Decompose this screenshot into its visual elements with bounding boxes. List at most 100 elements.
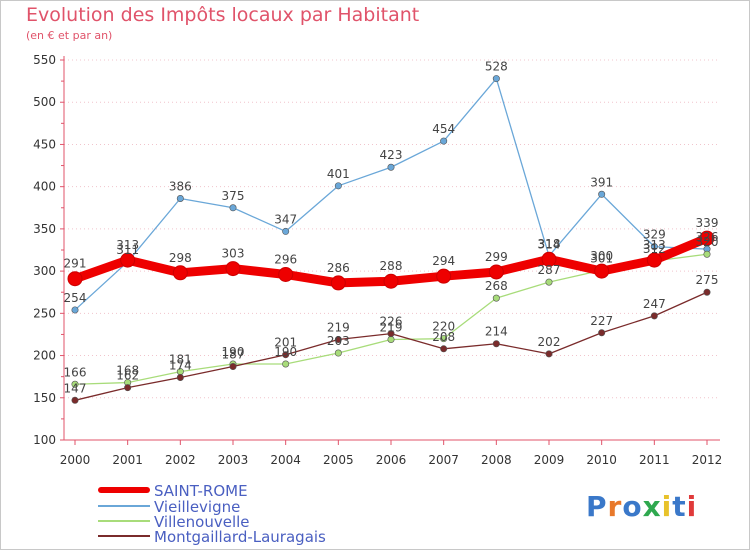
legend-item-saint-rome: SAINT-ROME: [98, 483, 498, 499]
data-point-villenouvelle: [71, 380, 79, 388]
data-label-montgaillard-lauragais: 174: [169, 359, 192, 373]
chart-title: Evolution des Impôts locaux par Habitant: [26, 4, 420, 26]
data-point-vieillevigne: [387, 163, 395, 171]
series-line-montgaillard-lauragais: [74, 291, 708, 401]
data-point-vieillevigne: [440, 137, 448, 145]
data-label-villenouvelle: 268: [485, 279, 508, 293]
data-point-vieillevigne: [71, 306, 79, 314]
data-label-villenouvelle: 190: [222, 345, 245, 359]
data-label-saint-rome: 288: [380, 259, 403, 273]
proxiti-logo-letter: t: [672, 490, 687, 523]
data-label-saint-rome: 313: [643, 238, 666, 252]
legend-label-saint-rome: SAINT-ROME: [154, 482, 248, 500]
data-point-montgaillard-lauragais: [703, 288, 711, 296]
x-tick-label: 2001: [112, 453, 143, 467]
y-tick-label: 250: [33, 306, 56, 320]
x-tick-label: 2000: [60, 453, 91, 467]
x-tick-label: 2010: [586, 453, 617, 467]
data-point-saint-rome: [330, 275, 346, 291]
data-point-montgaillard-lauragais: [282, 351, 290, 359]
data-label-saint-rome: 296: [274, 252, 297, 266]
x-tick-label: 2004: [270, 453, 301, 467]
data-label-saint-rome: 298: [169, 251, 192, 265]
data-point-villenouvelle: [387, 336, 395, 344]
y-tick-label: 550: [33, 53, 56, 67]
data-label-montgaillard-lauragais: 202: [538, 335, 561, 349]
data-label-vieillevigne: 375: [222, 189, 245, 203]
x-tick-label: 2008: [481, 453, 512, 467]
data-point-saint-rome: [278, 266, 294, 282]
data-label-montgaillard-lauragais: 162: [116, 369, 139, 383]
legend-label-montgaillard-lauragais: Montgaillard-Lauragais: [154, 528, 326, 546]
y-tick-label: 300: [33, 264, 56, 278]
chart-subtitle: (en € et par an): [26, 29, 113, 42]
legend-label-vieillevigne: Vieillevigne: [154, 498, 241, 516]
data-label-montgaillard-lauragais: 201: [274, 336, 297, 350]
data-point-montgaillard-lauragais: [545, 350, 553, 358]
data-label-saint-rome: 339: [696, 216, 719, 230]
data-label-vieillevigne: 454: [432, 122, 455, 136]
data-label-montgaillard-lauragais: 226: [380, 315, 403, 329]
proxiti-logo-letter: i: [661, 490, 673, 523]
data-label-villenouvelle: 168: [116, 364, 139, 378]
data-label-villenouvelle: 190: [274, 345, 297, 359]
x-tick-label: 2007: [428, 453, 459, 467]
y-tick-label: 400: [33, 180, 56, 194]
legend-swatch-villenouvelle: [98, 520, 150, 522]
data-point-vieillevigne: [176, 194, 184, 202]
data-point-saint-rome: [541, 251, 557, 267]
data-point-saint-rome: [383, 273, 399, 289]
x-tick-label: 2005: [323, 453, 354, 467]
data-point-villenouvelle: [492, 294, 500, 302]
data-point-montgaillard-lauragais: [650, 312, 658, 320]
data-point-saint-rome: [699, 230, 715, 246]
data-label-saint-rome: 314: [538, 237, 561, 251]
data-point-vieillevigne: [492, 75, 500, 83]
data-point-montgaillard-lauragais: [440, 345, 448, 353]
data-label-villenouvelle: 166: [64, 365, 87, 379]
x-tick-label: 2009: [534, 453, 565, 467]
y-tick-label: 150: [33, 391, 56, 405]
data-label-saint-rome: 291: [64, 257, 87, 271]
proxiti-logo-letter: x: [642, 490, 662, 523]
data-label-saint-rome: 300: [590, 249, 613, 263]
data-label-villenouvelle: 181: [169, 353, 192, 367]
data-label-montgaillard-lauragais: 187: [222, 348, 245, 362]
data-label-vieillevigne: 254: [64, 291, 87, 305]
legend-swatch-montgaillard-lauragais: [98, 535, 150, 537]
data-point-villenouvelle: [440, 335, 448, 343]
data-label-villenouvelle: 219: [380, 321, 403, 335]
data-label-montgaillard-lauragais: 227: [590, 314, 613, 328]
data-label-villenouvelle: 320: [696, 235, 719, 249]
data-point-villenouvelle: [703, 250, 711, 258]
data-point-saint-rome: [67, 271, 83, 287]
data-point-vieillevigne: [282, 227, 290, 235]
x-tick-label: 2003: [218, 453, 249, 467]
y-tick-label: 450: [33, 137, 56, 151]
data-label-montgaillard-lauragais: 147: [64, 381, 87, 395]
y-tick-label: 100: [33, 433, 56, 447]
legend-item-vieillevigne: Vieillevigne: [98, 499, 498, 515]
data-label-villenouvelle: 287: [538, 263, 561, 277]
data-label-saint-rome: 313: [116, 238, 139, 252]
data-label-vieillevigne: 318: [538, 237, 561, 251]
data-point-saint-rome: [488, 264, 504, 280]
legend-swatch-vieillevigne: [98, 505, 150, 507]
data-label-vieillevigne: 528: [485, 60, 508, 74]
data-label-montgaillard-lauragais: 275: [696, 273, 719, 287]
data-point-montgaillard-lauragais: [387, 330, 395, 338]
data-point-saint-rome: [225, 261, 241, 277]
data-point-vieillevigne: [334, 182, 342, 190]
data-label-saint-rome: 294: [432, 254, 455, 268]
data-label-vieillevigne: 311: [116, 243, 139, 257]
x-tick-label: 2011: [639, 453, 670, 467]
x-tick-label: 2012: [692, 453, 723, 467]
proxiti-logo-letter: i: [686, 490, 698, 523]
data-point-vieillevigne: [229, 204, 237, 212]
data-point-villenouvelle: [282, 360, 290, 368]
data-label-vieillevigne: 326: [696, 230, 719, 244]
proxiti-logo-letter: P: [586, 490, 608, 523]
data-point-montgaillard-lauragais: [71, 396, 79, 404]
data-label-vieillevigne: 386: [169, 179, 192, 193]
legend: SAINT-ROME Vieillevigne Villenouvelle Mo…: [98, 483, 498, 549]
